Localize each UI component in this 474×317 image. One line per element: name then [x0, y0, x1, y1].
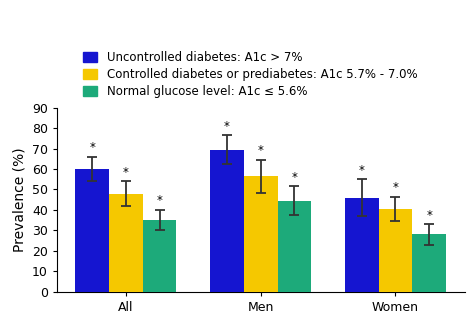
- Bar: [345, 198, 379, 292]
- Bar: [210, 150, 244, 292]
- Legend: Uncontrolled diabetes: A1c > 7%, Controlled diabetes or prediabetes: A1c 5.7% - : Uncontrolled diabetes: A1c > 7%, Control…: [83, 51, 418, 98]
- Bar: [75, 169, 109, 292]
- Text: *: *: [123, 166, 129, 179]
- Y-axis label: Prevalence (%): Prevalence (%): [12, 147, 26, 252]
- Bar: [412, 235, 446, 292]
- Text: *: *: [224, 120, 230, 133]
- Text: *: *: [292, 171, 297, 184]
- Text: *: *: [258, 145, 264, 158]
- Bar: [278, 201, 311, 292]
- Bar: [143, 220, 176, 292]
- Text: *: *: [392, 181, 398, 194]
- Text: *: *: [359, 164, 365, 177]
- Text: *: *: [157, 194, 163, 207]
- Bar: [109, 194, 143, 292]
- Text: *: *: [89, 141, 95, 154]
- Text: *: *: [426, 209, 432, 222]
- Bar: [379, 209, 412, 292]
- Bar: [244, 176, 278, 292]
